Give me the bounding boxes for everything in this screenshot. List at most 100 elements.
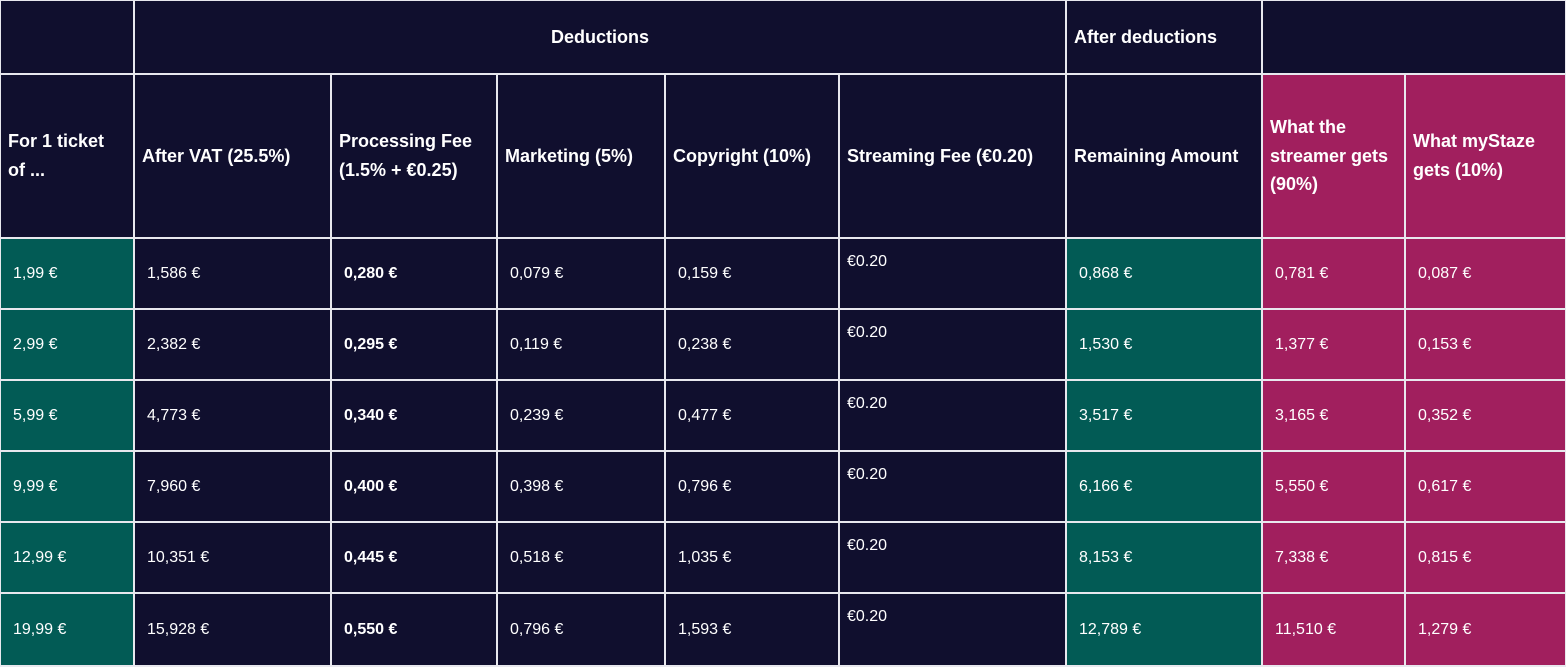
cell-text: 0,796 €	[510, 620, 564, 638]
cell-text: 1,99 €	[13, 264, 58, 282]
data-cell: €0.20	[840, 594, 1065, 665]
data-cell: 8,153 €	[1067, 523, 1261, 592]
cell-text: 0,352 €	[1418, 406, 1472, 424]
cell-text: 1,377 €	[1275, 335, 1329, 353]
data-cell: 0,079 €	[498, 239, 664, 308]
data-cell: 0,477 €	[666, 381, 838, 450]
cell-text: What myStaze gets (10%)	[1413, 131, 1536, 180]
data-cell: 19,99 €	[1, 594, 133, 665]
cell-text: €0.20	[847, 537, 888, 554]
cell-text: 0,340 €	[344, 406, 398, 424]
data-cell: 15,928 €	[135, 594, 330, 665]
data-cell: 0,340 €	[332, 381, 496, 450]
data-cell: 1,377 €	[1263, 310, 1404, 379]
data-cell: 0,398 €	[498, 452, 664, 521]
cell-text: 0,159 €	[678, 264, 732, 282]
cell-text: 0,815 €	[1418, 548, 1472, 566]
data-cell: 0,781 €	[1263, 239, 1404, 308]
cell-text: 2,382 €	[147, 335, 201, 353]
cell-text: 2,99 €	[13, 335, 58, 353]
data-cell: 1,593 €	[666, 594, 838, 665]
cell-text: 6,166 €	[1079, 477, 1133, 495]
data-cell: €0.20	[840, 381, 1065, 450]
cell-text: €0.20	[847, 608, 888, 625]
cell-text: 1,279 €	[1418, 620, 1472, 638]
data-cell: 5,550 €	[1263, 452, 1404, 521]
data-cell: 0,815 €	[1406, 523, 1565, 592]
data-cell: 2,99 €	[1, 310, 133, 379]
cell-text: 8,153 €	[1079, 548, 1133, 566]
cell-text: 7,338 €	[1275, 548, 1329, 566]
cell-text: 9,99 €	[13, 477, 58, 495]
cell-text: After deductions	[1074, 26, 1218, 47]
cell-text: Deductions	[550, 26, 649, 47]
data-cell: 0,119 €	[498, 310, 664, 379]
cell-text: 3,517 €	[1079, 406, 1133, 424]
data-cell: 0,445 €	[332, 523, 496, 592]
column-header: What myStaze gets (10%)	[1406, 75, 1565, 237]
empty-header	[1, 1, 133, 73]
data-cell: 4,773 €	[135, 381, 330, 450]
empty-header	[1263, 1, 1565, 73]
cell-text: €0.20	[847, 395, 888, 412]
cell-text: 15,928 €	[147, 620, 210, 638]
column-header: Copyright (10%)	[666, 75, 838, 237]
cell-text: 0,153 €	[1418, 335, 1472, 353]
cell-text: Remaining Amount	[1074, 145, 1239, 166]
cell-text: Marketing (5%)	[505, 145, 634, 166]
data-cell: 1,035 €	[666, 523, 838, 592]
data-cell: 0,796 €	[498, 594, 664, 665]
data-cell: 1,530 €	[1067, 310, 1261, 379]
cell-text: After VAT (25.5%)	[142, 145, 291, 166]
cell-text: 0,079 €	[510, 264, 564, 282]
cell-text: 0,445 €	[344, 548, 398, 566]
data-cell: 0,295 €	[332, 310, 496, 379]
data-cell: 9,99 €	[1, 452, 133, 521]
data-cell: 12,789 €	[1067, 594, 1261, 665]
cell-text: 0,781 €	[1275, 264, 1329, 282]
data-cell: 0,868 €	[1067, 239, 1261, 308]
group-header: After deductions	[1067, 1, 1261, 73]
cell-text: 19,99 €	[13, 620, 67, 638]
cell-text: 7,960 €	[147, 477, 201, 495]
cell-text: 12,99 €	[13, 548, 67, 566]
cell-text: 11,510 €	[1275, 620, 1337, 638]
cell-text: 1,586 €	[147, 264, 201, 282]
data-cell: 6,166 €	[1067, 452, 1261, 521]
data-cell: 0,280 €	[332, 239, 496, 308]
cell-text: €0.20	[847, 466, 888, 483]
data-cell: 0,159 €	[666, 239, 838, 308]
cell-text: 0,087 €	[1418, 264, 1472, 282]
cell-text: 5,99 €	[13, 406, 58, 424]
data-cell: €0.20	[840, 310, 1065, 379]
cell-text: 0,477 €	[678, 406, 732, 424]
cell-text: 1,593 €	[678, 620, 732, 638]
data-cell: €0.20	[840, 452, 1065, 521]
column-header: Marketing (5%)	[498, 75, 664, 237]
data-cell: 7,338 €	[1263, 523, 1404, 592]
cell-text: 0,868 €	[1079, 264, 1133, 282]
cell-text: 0,400 €	[344, 477, 398, 495]
cell-text: 10,351 €	[147, 548, 210, 566]
column-header: Streaming Fee (€0.20)	[840, 75, 1065, 237]
cell-text: What the streamer gets (90%)	[1270, 116, 1389, 195]
cell-text: 0,239 €	[510, 406, 564, 424]
column-header: Processing Fee (1.5% + €0.25)	[332, 75, 496, 237]
data-cell: 10,351 €	[135, 523, 330, 592]
cell-text: 0,518 €	[510, 548, 564, 566]
cell-text: Streaming Fee (€0.20)	[847, 145, 1034, 166]
data-cell: 0,153 €	[1406, 310, 1565, 379]
data-cell: €0.20	[840, 523, 1065, 592]
data-cell: 11,510 €	[1263, 594, 1404, 665]
data-cell: 3,165 €	[1263, 381, 1404, 450]
data-cell: 0,796 €	[666, 452, 838, 521]
cell-text: 0,280 €	[344, 264, 398, 282]
cell-text: Copyright (10%)	[673, 145, 812, 166]
cell-text: 5,550 €	[1275, 477, 1329, 495]
cell-text: 3,165 €	[1275, 406, 1329, 424]
cell-text: 0,238 €	[678, 335, 732, 353]
data-cell: 0,400 €	[332, 452, 496, 521]
data-cell: 0,087 €	[1406, 239, 1565, 308]
cell-text: 4,773 €	[147, 406, 201, 424]
